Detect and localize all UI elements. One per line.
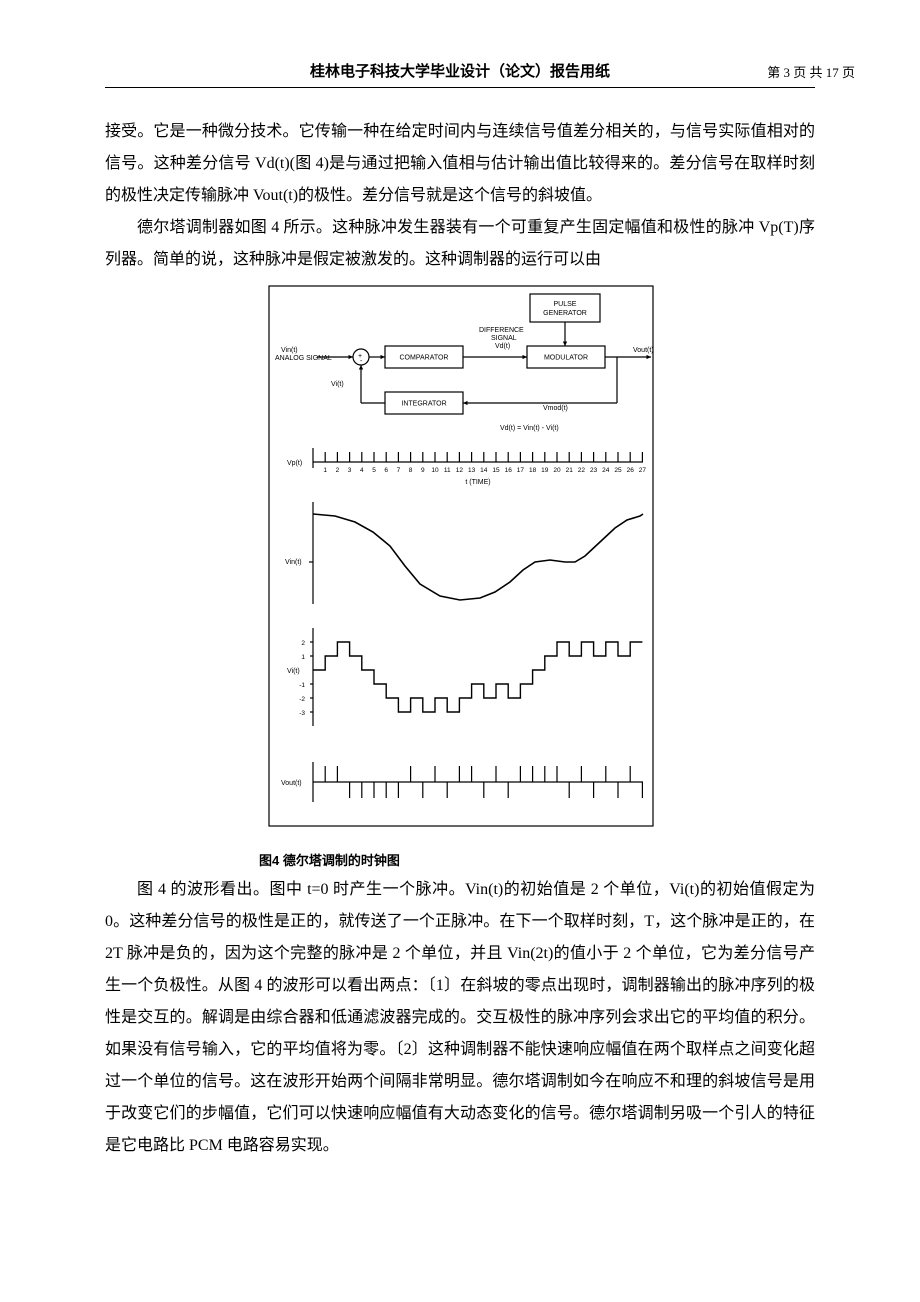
- svg-text:27: 27: [639, 467, 647, 474]
- svg-text:GENERATOR: GENERATOR: [543, 310, 587, 317]
- svg-text:Vmod(t): Vmod(t): [543, 405, 568, 412]
- svg-text:9: 9: [421, 467, 425, 474]
- svg-text:8: 8: [409, 467, 413, 474]
- svg-text:3: 3: [348, 467, 352, 474]
- svg-text:24: 24: [602, 467, 610, 474]
- svg-text:Vp(t): Vp(t): [287, 460, 302, 467]
- svg-text:2: 2: [301, 640, 305, 647]
- svg-text:22: 22: [578, 467, 586, 474]
- svg-text:MODULATOR: MODULATOR: [544, 355, 588, 362]
- paragraph-3: 图 4 的波形看出。图中 t=0 时产生一个脉冲。Vin(t)的初始值是 2 个…: [105, 874, 815, 1162]
- svg-text:INTEGRATOR: INTEGRATOR: [401, 401, 446, 408]
- svg-text:-1: -1: [299, 682, 305, 689]
- svg-text:Vd(t): Vd(t): [495, 343, 510, 350]
- figure-4-svg-box: PULSE GENERATOR COMPARATOR MODULATOR INTEGRA…: [255, 284, 665, 844]
- svg-text:21: 21: [566, 467, 574, 474]
- svg-text:Vin(t): Vin(t): [285, 559, 302, 566]
- svg-text:SIGNAL: SIGNAL: [491, 335, 517, 342]
- svg-text:17: 17: [517, 467, 525, 474]
- page: 桂林电子科技大学毕业设计（论文）报告用纸 第 3 页 共 17 页 接受。它是一…: [0, 0, 920, 1302]
- svg-text:25: 25: [614, 467, 622, 474]
- svg-text:23: 23: [590, 467, 598, 474]
- svg-text:4: 4: [360, 467, 364, 474]
- header-title: 桂林电子科技大学毕业设计（论文）报告用纸: [310, 64, 610, 80]
- svg-text:20: 20: [553, 467, 561, 474]
- svg-text:13: 13: [468, 467, 476, 474]
- body-text: 接受。它是一种微分技术。它传输一种在给定时间内与连续信号值差分相关的，与信号实际…: [105, 116, 815, 1162]
- svg-text:15: 15: [492, 467, 500, 474]
- paragraph-2: 德尔塔调制器如图 4 所示。这种脉冲发生器装有一个可重复产生固定幅值和极性的脉冲…: [105, 212, 815, 276]
- svg-text:1: 1: [323, 467, 327, 474]
- svg-text:Vout(t): Vout(t): [633, 347, 654, 354]
- svg-text:DIFFERENCE: DIFFERENCE: [479, 327, 524, 334]
- figure-4-svg: PULSE GENERATOR COMPARATOR MODULATOR INTEGRA…: [255, 284, 665, 844]
- svg-text:Vi(t): Vi(t): [331, 381, 344, 388]
- svg-text:-2: -2: [299, 696, 305, 703]
- svg-text:14: 14: [480, 467, 488, 474]
- svg-text:PULSE: PULSE: [554, 301, 577, 308]
- svg-text:COMPARATOR: COMPARATOR: [399, 355, 448, 362]
- svg-text:18: 18: [529, 467, 537, 474]
- figure-4: PULSE GENERATOR COMPARATOR MODULATOR INTEGRA…: [255, 284, 665, 874]
- svg-text:10: 10: [431, 467, 439, 474]
- svg-text:19: 19: [541, 467, 549, 474]
- svg-text:-3: -3: [299, 710, 305, 717]
- svg-text:11: 11: [444, 467, 451, 474]
- page-number: 第 3 页 共 17 页: [767, 62, 855, 81]
- svg-text:Vout(t): Vout(t): [281, 780, 302, 787]
- svg-text:6: 6: [384, 467, 388, 474]
- svg-text:t (TIME): t (TIME): [465, 479, 490, 486]
- svg-text:Vd(t) = Vin(t) - Vi(t): Vd(t) = Vin(t) - Vi(t): [500, 425, 559, 432]
- svg-text:ANALOG SIGNAL: ANALOG SIGNAL: [275, 355, 332, 362]
- page-header: 桂林电子科技大学毕业设计（论文）报告用纸 第 3 页 共 17 页: [105, 60, 815, 88]
- svg-text:7: 7: [397, 467, 401, 474]
- svg-text:26: 26: [627, 467, 635, 474]
- svg-text:16: 16: [505, 467, 513, 474]
- paragraph-1: 接受。它是一种微分技术。它传输一种在给定时间内与连续信号值差分相关的，与信号实际…: [105, 116, 815, 212]
- svg-text:5: 5: [372, 467, 376, 474]
- figure-4-caption: 图4 德尔塔调制的时钟图: [255, 848, 665, 874]
- svg-text:12: 12: [456, 467, 464, 474]
- svg-text:Vin(t): Vin(t): [281, 347, 298, 354]
- svg-text:2: 2: [336, 467, 340, 474]
- svg-text:1: 1: [301, 654, 305, 661]
- svg-text:Vi(t): Vi(t): [287, 668, 300, 675]
- svg-text:-: -: [360, 358, 363, 365]
